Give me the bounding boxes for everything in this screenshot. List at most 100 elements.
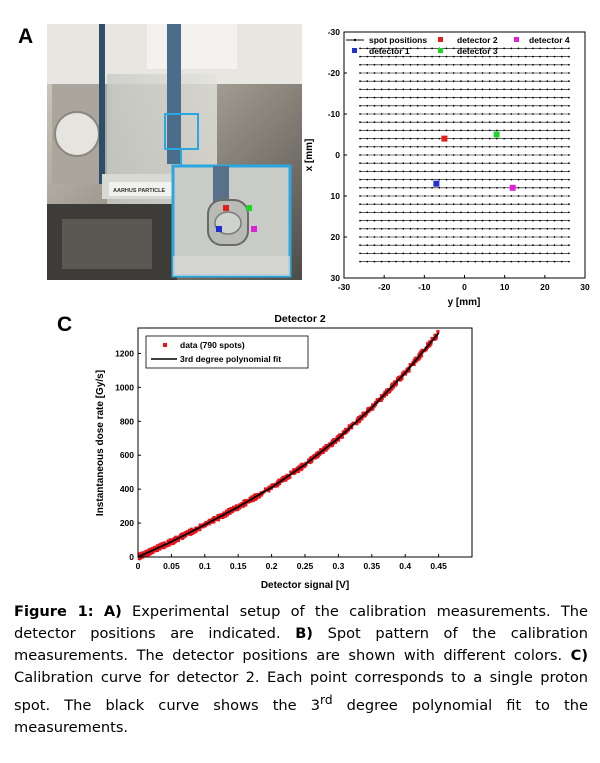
x-tick-label: 0.35 — [364, 561, 381, 571]
spot-point — [395, 154, 397, 156]
spot-point — [568, 145, 570, 148]
spot-point — [373, 154, 376, 156]
spot-point — [496, 227, 498, 230]
spot-point — [467, 96, 470, 99]
spot-point — [438, 88, 441, 91]
spot-point — [402, 113, 405, 115]
spot-point — [524, 154, 527, 156]
y-tick-label: -10 — [328, 109, 341, 119]
spot-point — [510, 72, 513, 74]
caption-label: Figure 1: — [14, 603, 94, 620]
spot-point — [560, 178, 563, 181]
spot-point — [416, 260, 419, 263]
spot-point — [546, 219, 549, 222]
spot-point — [409, 219, 412, 222]
spot-point — [409, 104, 412, 107]
spot-point — [546, 96, 549, 99]
spot-point — [459, 178, 462, 181]
spot-point — [481, 80, 484, 83]
spot-point — [395, 129, 397, 132]
spot-point — [539, 145, 542, 148]
detector-2-point — [441, 135, 448, 142]
spot-point — [373, 96, 376, 99]
spot-point — [510, 170, 513, 173]
data-point — [232, 505, 236, 509]
spot-point — [459, 211, 462, 214]
data-point — [325, 443, 330, 448]
spot-point — [373, 63, 376, 66]
y-axis-ticks: -30 -20 -10 0 10 20 30 — [328, 27, 347, 283]
spot-point — [380, 227, 383, 230]
spot-point — [431, 88, 433, 91]
spot-point — [366, 55, 369, 58]
spot-point — [359, 154, 361, 156]
x-tick-label: -30 — [338, 282, 351, 292]
spot-point — [488, 63, 491, 66]
polynomial-fit-line — [137, 332, 440, 558]
spot-point — [568, 113, 570, 115]
spot-point — [423, 121, 426, 124]
spot-point — [359, 88, 361, 91]
spot-point — [524, 211, 527, 214]
x-tick-label: 0 — [136, 561, 141, 571]
spot-point — [373, 203, 376, 206]
spot-point — [474, 55, 477, 58]
data-point — [384, 392, 389, 397]
spot-point — [546, 154, 549, 156]
data-point — [185, 530, 190, 534]
spot-point — [438, 186, 441, 189]
spot-point — [459, 154, 462, 156]
spot-point — [416, 219, 419, 222]
detector-2-marker — [223, 205, 229, 211]
spot-point — [373, 129, 376, 132]
spot-point — [423, 162, 426, 165]
spot-point — [568, 55, 570, 58]
spot-point — [467, 195, 470, 197]
spot-point — [395, 96, 397, 99]
caption-c-text: Calibration curve for detector 2. Each p… — [14, 669, 588, 714]
data-point — [408, 362, 412, 367]
spot-point — [431, 96, 433, 99]
spot-point — [467, 129, 470, 132]
spot-point — [366, 47, 369, 50]
spot-point — [553, 47, 556, 50]
spot-point — [387, 113, 390, 115]
spot-point — [366, 72, 369, 74]
caption-a-tag: A) — [103, 603, 122, 620]
spot-point — [445, 129, 448, 132]
spot-point — [459, 121, 462, 124]
spot-point — [452, 252, 455, 255]
spot-point — [431, 121, 433, 124]
spot-point — [452, 260, 455, 263]
spot-point — [510, 203, 513, 206]
data-point — [393, 380, 397, 384]
x-tick-label: 0.4 — [399, 561, 411, 571]
spot-point — [510, 80, 513, 83]
data-point — [166, 539, 170, 543]
spot-point — [517, 72, 520, 74]
spot-point — [366, 244, 369, 247]
spot-point — [539, 186, 542, 189]
spot-point — [496, 162, 498, 165]
data-point — [403, 372, 408, 376]
spot-point — [366, 96, 369, 99]
spot-point — [546, 88, 549, 91]
spot-point — [445, 88, 448, 91]
legend-fit: 3rd degree polynomial fit — [180, 354, 281, 364]
spot-point — [402, 137, 405, 140]
spot-point — [532, 104, 534, 107]
spot-point — [474, 145, 477, 148]
data-point — [312, 454, 316, 458]
spot-point — [452, 178, 455, 181]
spot-point — [416, 96, 419, 99]
spot-point — [409, 47, 412, 50]
figure-caption: Figure 1: A) Experimental setup of the c… — [14, 601, 588, 739]
data-point — [143, 550, 147, 555]
spot-point — [467, 170, 470, 173]
data-point — [316, 450, 321, 454]
spot-point — [402, 162, 405, 165]
x-tick-label: 0.45 — [430, 561, 447, 571]
spot-point — [524, 72, 527, 74]
spot-point — [481, 72, 484, 74]
spot-point — [539, 80, 542, 83]
